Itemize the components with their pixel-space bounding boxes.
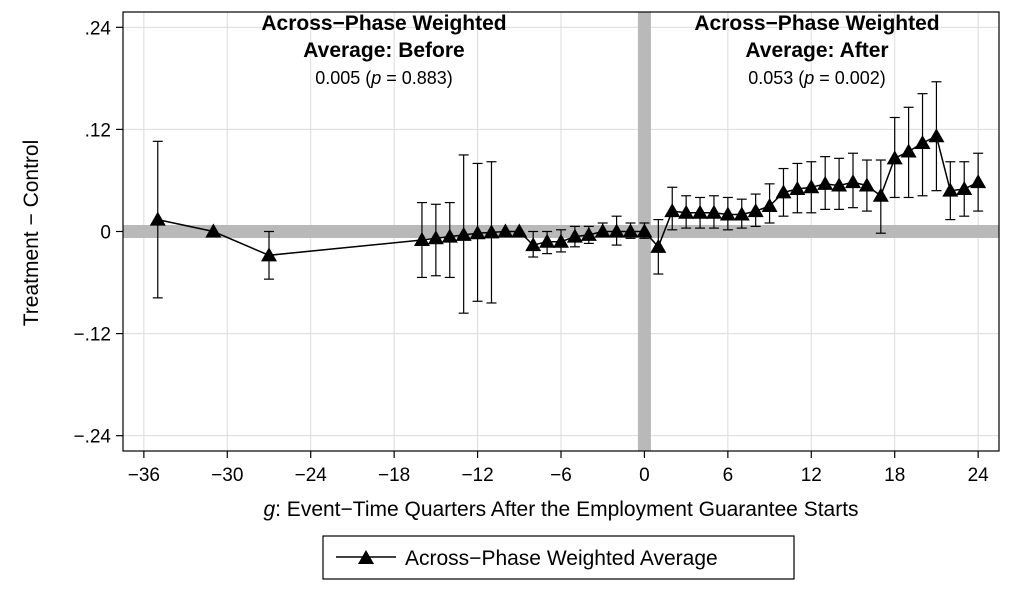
y-tick-label: −.12	[73, 325, 111, 346]
data-point-triangle	[928, 128, 945, 143]
y-tick-label: .12	[85, 120, 111, 141]
data-point-triangle	[747, 203, 764, 218]
data-point-triangle	[970, 174, 987, 189]
data-point-triangle	[205, 223, 222, 238]
x-axis-label-text: : Event−Time Quarters After the Employme…	[275, 498, 858, 521]
x-tick-label: −18	[378, 465, 410, 486]
data-point-triangle	[608, 223, 625, 238]
data-point-triangle	[566, 228, 583, 243]
annotation-before-estimate: 0.005 (	[315, 68, 371, 88]
data-point-triangle	[497, 223, 514, 238]
data-point-triangle	[650, 238, 667, 253]
x-tick-label: 24	[968, 465, 990, 486]
data-point-triangle	[455, 226, 472, 241]
annotation-after-title-line2: Average: After	[745, 39, 888, 62]
data-point-triangle	[580, 226, 597, 241]
data-point-triangle	[817, 175, 834, 190]
x-axis-label: g: Event−Time Quarters After the Employm…	[263, 498, 858, 521]
data-point-triangle	[636, 223, 653, 238]
x-axis-label-variable: g	[263, 498, 275, 521]
annotation-after-estimate: 0.053 (	[748, 68, 804, 88]
data-point-triangle	[886, 150, 903, 165]
data-point-triangle	[900, 143, 917, 158]
x-tick-label: 0	[639, 465, 650, 486]
data-point-triangle	[775, 184, 792, 199]
data-point-triangle	[622, 223, 639, 238]
data-point-triangle	[831, 177, 848, 192]
data-point-triangle	[914, 135, 931, 150]
data-point-triangle	[858, 177, 875, 192]
annotation-before-p-label: p	[370, 68, 381, 88]
x-tick-label: −24	[295, 465, 328, 486]
data-point-triangle	[553, 233, 569, 248]
x-tick-label: −30	[211, 465, 243, 486]
y-axis-ticks: .24 .12 0 −.12 −.24	[73, 18, 123, 448]
annotation-after: Across−Phase Weighted Average: After 0.0…	[694, 12, 939, 88]
annotation-before-value: 0.005 (p = 0.883)	[315, 68, 453, 88]
annotation-before-title-line1: Across−Phase Weighted	[261, 12, 506, 35]
data-point-triangle	[594, 223, 611, 238]
data-point-triangle	[942, 182, 959, 197]
data-point-triangle	[525, 237, 542, 252]
y-tick-label: −.24	[73, 427, 111, 448]
data-point-triangle	[719, 206, 736, 221]
x-tick-label: −12	[461, 465, 493, 486]
data-point-triangle	[441, 228, 458, 243]
x-tick-label: −6	[550, 465, 572, 486]
annotation-before-title-line2: Average: Before	[303, 39, 464, 62]
data-point-triangle	[956, 180, 973, 195]
data-point-triangle	[261, 247, 277, 262]
data-point-triangle	[149, 211, 166, 226]
annotation-after-title-line1: Across−Phase Weighted	[694, 12, 939, 35]
annotation-after-p-label: p	[803, 68, 814, 88]
x-tick-label: −36	[128, 465, 160, 486]
x-tick-label: 6	[723, 465, 734, 486]
data-point-triangle	[761, 197, 778, 212]
y-tick-label: 0	[100, 223, 111, 244]
annotation-after-p-value: = 0.002)	[814, 68, 886, 88]
data-point-triangle	[469, 225, 486, 240]
data-point-triangle	[678, 204, 695, 219]
data-point-triangle	[705, 204, 722, 219]
annotation-after-value: 0.053 (p = 0.002)	[748, 68, 886, 88]
data-point-triangle	[427, 230, 444, 245]
x-axis-ticks: −36 −30 −24 −18 −12 −6 0 6 12 18 24	[128, 451, 989, 486]
data-point-triangle	[803, 179, 820, 194]
y-tick-label: .24	[85, 18, 112, 39]
data-point-triangle	[511, 223, 528, 238]
series-layer	[149, 81, 987, 314]
x-tick-label: 12	[801, 465, 822, 486]
data-point-triangle	[483, 224, 500, 239]
data-point-triangle	[845, 174, 861, 189]
legend: Across−Phase Weighted Average	[322, 535, 795, 580]
x-tick-label: 18	[884, 465, 905, 486]
annotation-before-p-value: = 0.883)	[381, 68, 453, 88]
data-point-triangle	[664, 203, 681, 218]
data-point-triangle	[872, 187, 889, 202]
data-point-triangle	[733, 206, 750, 221]
legend-triangle-icon	[358, 550, 374, 564]
legend-label: Across−Phase Weighted Average	[405, 547, 718, 570]
data-point-triangle	[539, 233, 556, 248]
data-point-triangle	[789, 180, 806, 195]
y-axis-label: Treatment − Control	[20, 140, 43, 327]
legend-box	[322, 535, 795, 580]
annotation-before: Across−Phase Weighted Average: Before 0.…	[261, 12, 506, 88]
data-point-triangle	[413, 232, 430, 247]
data-point-triangle	[692, 204, 709, 219]
